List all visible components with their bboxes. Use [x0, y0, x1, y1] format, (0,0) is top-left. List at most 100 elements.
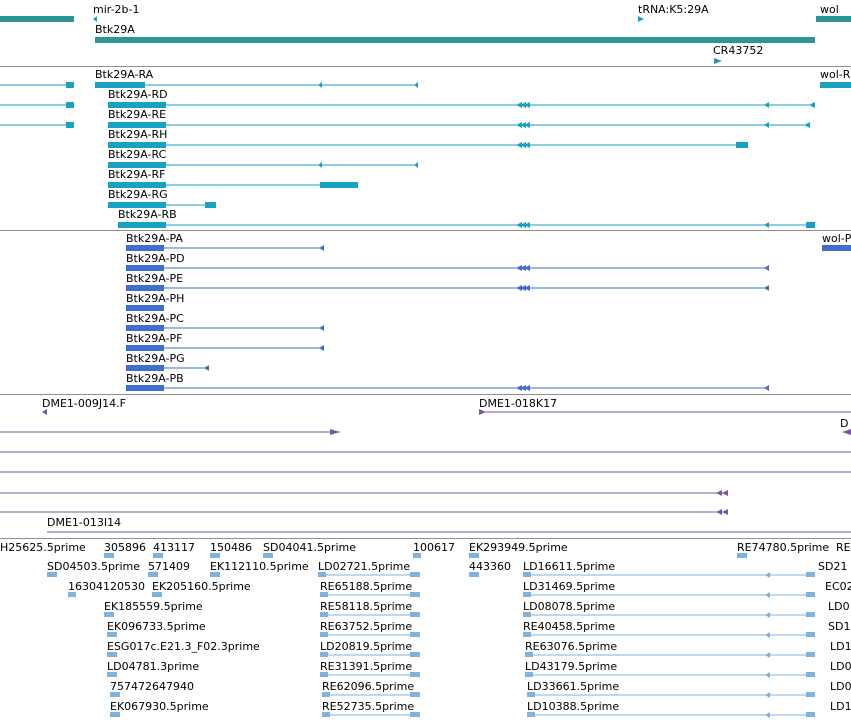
transcript-label[interactable]: Btk29A-RF [108, 168, 165, 181]
protein-label[interactable]: Btk29A-PE [126, 272, 183, 285]
est-feature[interactable] [806, 612, 815, 617]
gene-marker[interactable] [714, 58, 722, 64]
protein-label[interactable]: Btk29A-PB [126, 372, 184, 385]
est-label[interactable]: LD20819.5prime [320, 640, 412, 653]
protein-exon[interactable] [126, 265, 164, 271]
est-feature[interactable] [148, 572, 158, 577]
est-feature[interactable] [320, 592, 328, 597]
protein-label[interactable]: Btk29A-PG [126, 352, 185, 365]
est-feature[interactable] [469, 572, 479, 577]
transcript-exon[interactable] [736, 142, 748, 148]
est-label[interactable]: 150486 [210, 541, 252, 554]
est-label[interactable]: RE40458.5prime [523, 620, 615, 633]
protein-exon[interactable] [126, 285, 164, 291]
est-feature[interactable] [107, 672, 117, 677]
protein-exon[interactable] [126, 365, 164, 371]
est-label[interactable]: RE58118.5prime [320, 600, 412, 613]
protein-label[interactable]: Btk29A-PD [126, 252, 185, 265]
est-label[interactable]: LD1 [830, 700, 851, 713]
est-feature[interactable] [806, 572, 815, 577]
est-label[interactable]: H25625.5prime [0, 541, 86, 554]
transcript-label[interactable]: wol-R [820, 68, 851, 81]
est-feature[interactable] [469, 553, 479, 558]
protein-exon[interactable] [126, 245, 164, 251]
clone-marker[interactable] [716, 490, 722, 496]
est-feature[interactable] [525, 652, 533, 657]
gene-marker[interactable] [638, 16, 644, 22]
est-label[interactable]: RE63752.5prime [320, 620, 412, 633]
est-feature[interactable] [410, 692, 420, 697]
clone-label[interactable]: DME1-013I14 [47, 516, 121, 529]
est-label[interactable]: LD10388.5prime [527, 700, 619, 713]
transcript-exon[interactable] [95, 82, 145, 88]
est-feature[interactable] [523, 632, 531, 637]
est-feature[interactable] [110, 692, 120, 697]
est-label[interactable]: ESG017c.E21.3_F02.3prime [107, 640, 260, 653]
est-feature[interactable] [320, 672, 328, 677]
est-label[interactable]: EK205160.5prime [152, 580, 251, 593]
est-label[interactable]: 100617 [413, 541, 455, 554]
transcript-exon[interactable] [66, 102, 74, 108]
est-feature[interactable] [410, 592, 420, 597]
est-feature[interactable] [107, 632, 117, 637]
est-feature[interactable] [410, 712, 420, 717]
gene-label[interactable]: CR43752 [713, 44, 763, 57]
est-feature[interactable] [322, 712, 330, 717]
est-label[interactable]: SD04041.5prime [263, 541, 356, 554]
est-label[interactable]: 571409 [148, 560, 190, 573]
gene-feature[interactable] [95, 37, 815, 43]
transcript-exon[interactable] [118, 222, 166, 228]
est-label[interactable]: LD0 [830, 660, 851, 673]
transcript-label[interactable]: Btk29A-RC [108, 148, 167, 161]
est-label[interactable]: LD02721.5prime [318, 560, 410, 573]
est-feature[interactable] [527, 692, 535, 697]
est-feature[interactable] [320, 632, 328, 637]
protein-label[interactable]: Btk29A-PH [126, 292, 184, 305]
est-label[interactable]: EK185559.5prime [104, 600, 203, 613]
transcript-exon[interactable] [66, 82, 74, 88]
est-feature[interactable] [68, 592, 76, 597]
clone-label[interactable]: D [840, 417, 848, 430]
est-feature[interactable] [47, 572, 57, 577]
transcript-exon[interactable] [108, 162, 166, 168]
est-label[interactable]: LD33661.5prime [527, 680, 619, 693]
clone-marker[interactable] [722, 509, 728, 515]
gene-label[interactable]: mir-2b-1 [93, 3, 140, 16]
est-label[interactable]: RE [836, 541, 851, 554]
est-label[interactable]: LD1 [830, 640, 851, 653]
transcript-exon[interactable] [66, 122, 74, 128]
protein-label[interactable]: wol-P [822, 232, 851, 245]
est-feature[interactable] [263, 553, 273, 558]
est-feature[interactable] [320, 652, 328, 657]
transcript-exon[interactable] [205, 202, 216, 208]
est-feature[interactable] [806, 712, 815, 717]
est-feature[interactable] [104, 612, 114, 617]
est-label[interactable]: LD43179.5prime [525, 660, 617, 673]
transcript-exon[interactable] [806, 222, 815, 228]
est-feature[interactable] [806, 632, 815, 637]
transcript-exon[interactable] [820, 82, 851, 88]
clone-marker[interactable] [330, 429, 340, 435]
est-feature[interactable] [523, 612, 531, 617]
est-label[interactable]: 305896 [104, 541, 146, 554]
est-feature[interactable] [806, 692, 815, 697]
protein-exon[interactable] [126, 345, 164, 351]
transcript-label[interactable]: Btk29A-RG [108, 188, 168, 201]
est-feature[interactable] [806, 672, 815, 677]
est-label[interactable]: LD0 [830, 680, 851, 693]
est-label[interactable]: 16304120530 [68, 580, 145, 593]
est-label[interactable]: SD04503.5prime [47, 560, 140, 573]
est-label[interactable]: 443360 [469, 560, 511, 573]
est-label[interactable]: RE52735.5prime [322, 700, 414, 713]
est-feature[interactable] [152, 592, 162, 597]
est-label[interactable]: RE62096.5prime [322, 680, 414, 693]
transcript-label[interactable]: Btk29A-RH [108, 128, 167, 141]
transcript-exon[interactable] [320, 182, 358, 188]
gene-feature[interactable] [816, 16, 851, 22]
clone-label[interactable]: DME1-009J14.F [42, 397, 126, 410]
transcript-exon[interactable] [108, 202, 166, 208]
transcript-label[interactable]: Btk29A-RA [95, 68, 154, 81]
clone-marker[interactable] [842, 429, 851, 435]
clone-label[interactable]: DME1-018K17 [479, 397, 557, 410]
est-label[interactable]: EC02 [825, 580, 851, 593]
